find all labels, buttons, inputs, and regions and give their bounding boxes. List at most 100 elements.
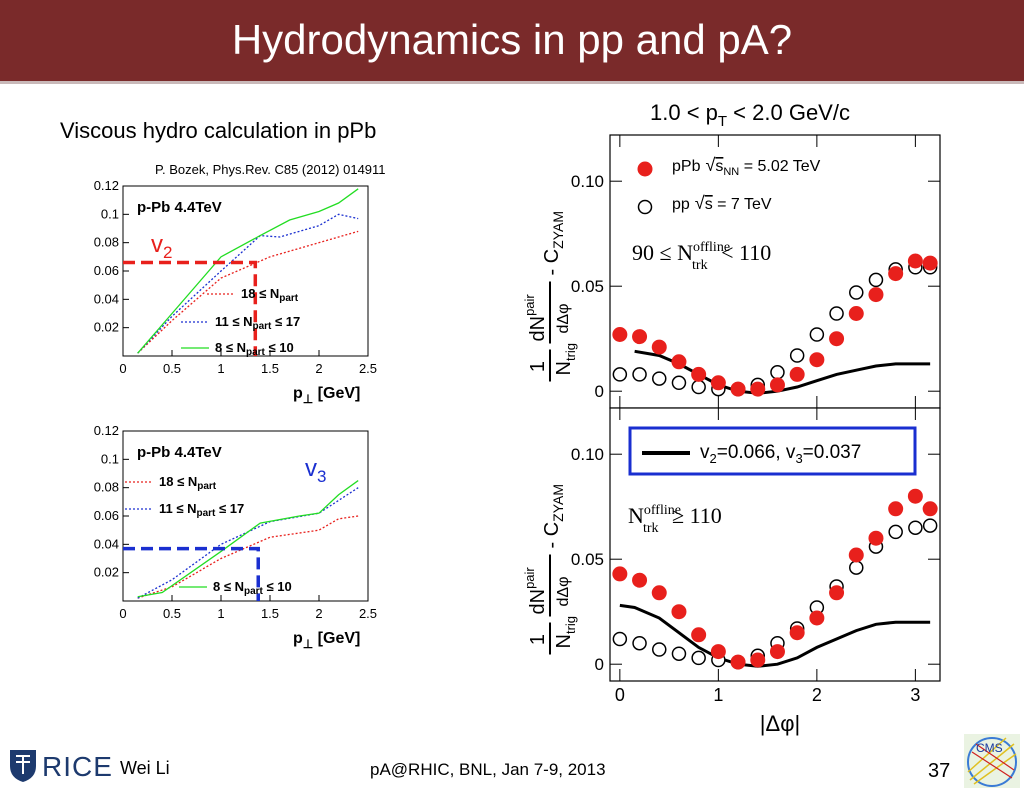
- ppb-point: [848, 306, 864, 321]
- ppb-point: [671, 604, 687, 620]
- pp-point: [770, 365, 785, 380]
- series-line-1: [137, 515, 359, 599]
- pp-point: [789, 348, 805, 363]
- ppb-point: [888, 501, 904, 517]
- ppb-point: [769, 644, 785, 660]
- event-info: pA@RHIC, BNL, Jan 7-9, 2013: [370, 760, 606, 779]
- ppb-point: [632, 329, 648, 345]
- ppb-point: [888, 266, 904, 282]
- y-tick-label: 0.12: [94, 425, 119, 438]
- rice-logo-text: RICE: [42, 751, 113, 782]
- y-label-denominator: dΔφ: [555, 304, 572, 334]
- legend-label-2: pp √s = 7 TeV: [672, 193, 772, 213]
- legend-label-1: 18 ≤ Npart: [241, 286, 299, 304]
- y-tick-label: 0.02: [94, 320, 119, 335]
- ppb-point: [750, 381, 766, 397]
- ppb-point: [651, 585, 667, 601]
- y-tick-label: 0: [595, 382, 604, 401]
- y-tick-label: 0: [595, 655, 604, 674]
- ppb-point: [730, 381, 746, 397]
- pp-point: [612, 631, 628, 647]
- y-label-numerator: dNpair: [522, 567, 549, 615]
- pp-point: [612, 367, 628, 382]
- x-tick-label: 0.5: [163, 361, 181, 376]
- ppb-point: [922, 255, 938, 271]
- ppb-point: [710, 375, 726, 391]
- pp-point: [809, 327, 825, 342]
- ppb-point: [691, 366, 707, 382]
- y-tick-label: 0.05: [571, 277, 604, 296]
- legend-label-3: 8 ≤ Npart ≤ 10: [213, 579, 292, 597]
- y-tick-label: 0.06: [94, 263, 119, 278]
- series-line-3: [137, 480, 359, 598]
- x-tick-label: 0: [119, 361, 126, 376]
- author-name: Wei Li: [120, 758, 170, 778]
- series-line-2: [137, 487, 359, 599]
- y-tick-label: 0.10: [571, 445, 604, 464]
- pp-point: [671, 375, 687, 391]
- legend-marker-filled: [637, 161, 653, 177]
- ppb-point: [612, 566, 628, 582]
- ppb-point: [809, 610, 825, 626]
- ppb-point: [651, 339, 667, 355]
- y-tick-label: 0.10: [571, 172, 604, 191]
- x-tick-label: 0: [119, 606, 126, 621]
- legend-label-1: pPb √sNN = 5.02 TeV: [672, 155, 821, 178]
- highlight-guide: [123, 546, 260, 601]
- page-number: 37: [928, 760, 951, 782]
- series-line-2: [137, 213, 359, 354]
- ppb-point: [809, 352, 825, 368]
- pp-point: [632, 635, 647, 651]
- ppb-point: [789, 366, 805, 382]
- reference-text: P. Bozek, Phys.Rev. C85 (2012) 014911: [155, 162, 386, 177]
- left-heading: Viscous hydro calculation in pPb: [60, 118, 377, 143]
- x-tick-label: 2.5: [359, 361, 377, 376]
- pp-point: [888, 524, 903, 540]
- harmonic-label: v2: [151, 231, 172, 262]
- pp-point: [652, 642, 667, 657]
- y-label-tail: - CZYAM: [541, 211, 566, 276]
- x-tick-label: 2: [315, 361, 322, 376]
- x-axis-label: |Δφ|: [760, 711, 800, 736]
- pp-point: [868, 272, 884, 288]
- rice-logo: RICE: [10, 750, 113, 782]
- pp-point: [829, 306, 844, 321]
- pp-point: [652, 371, 667, 386]
- legend-label-1: 18 ≤ Npart: [159, 474, 217, 492]
- x-tick-label: 1: [217, 606, 224, 621]
- ppb-point: [868, 287, 884, 303]
- ppb-point: [829, 331, 845, 347]
- hydro-curve-2: [619, 603, 931, 668]
- correlation-chart: 1.0 < pT < 2.0 GeV/c 0 0.05 0.10 90 ≤ Noffli…: [522, 100, 941, 736]
- pp-point: [632, 367, 647, 382]
- slide-title: Hydrodynamics in pp and pA?: [231, 16, 793, 63]
- x-tick-label: 3: [910, 685, 920, 705]
- legend-label-2: 11 ≤ Npart ≤ 17: [159, 501, 244, 519]
- x-tick-label: 0: [615, 685, 625, 705]
- ppb-point: [632, 572, 648, 588]
- v2-chart: 0 0.5 1 1.5 2 2.5 0.02 0.04 0.06 0.08 0.1 0.12 p-Pb …: [94, 180, 377, 406]
- y-tick-label: 0.08: [94, 480, 119, 495]
- x-tick-label: 2.5: [359, 606, 377, 621]
- ppb-point: [730, 654, 746, 670]
- chart-title: p-Pb 4.4TeV: [137, 199, 222, 216]
- y-tick-label: 0.1: [101, 206, 119, 221]
- ppb-point: [612, 327, 628, 342]
- ppb-point: [671, 354, 687, 370]
- ppb-point: [907, 488, 923, 504]
- ppb-point: [829, 585, 845, 601]
- pp-point: [691, 650, 706, 666]
- legend-label-3: 8 ≤ Npart ≤ 10: [215, 340, 294, 358]
- x-tick-label: 1: [713, 685, 723, 705]
- y-tick-label: 0.1: [101, 451, 119, 466]
- y-tick-label: 0.05: [571, 550, 604, 569]
- y-label-prefactor-den: Ntrig: [553, 616, 578, 649]
- y-label-prefactor-num: 1: [527, 634, 549, 645]
- x-axis-label: p⊥ [GeV]: [293, 630, 360, 651]
- centrality-cut-2: Noffline trk ≥ 110: [628, 503, 722, 536]
- ppb-point: [848, 547, 864, 563]
- x-tick-label: 1: [217, 361, 224, 376]
- chart-title: p-Pb 4.4TeV: [137, 444, 222, 461]
- footer: RICE Wei Li pA@RHIC, BNL, Jan 7-9, 2013 …: [0, 734, 1024, 791]
